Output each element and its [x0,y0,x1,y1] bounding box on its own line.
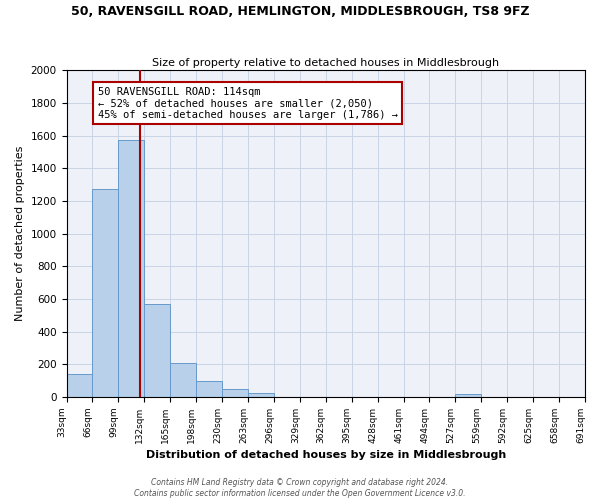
Text: 50, RAVENSGILL ROAD, HEMLINGTON, MIDDLESBROUGH, TS8 9FZ: 50, RAVENSGILL ROAD, HEMLINGTON, MIDDLES… [71,5,529,18]
Bar [455,394,481,397]
Bar [248,393,274,397]
Title: Size of property relative to detached houses in Middlesbrough: Size of property relative to detached ho… [152,58,499,68]
X-axis label: Distribution of detached houses by size in Middlesbrough: Distribution of detached houses by size … [146,450,506,460]
Bar [222,389,248,397]
Bar [144,304,170,397]
Bar [92,190,118,397]
Bar [170,362,196,397]
Text: Contains HM Land Registry data © Crown copyright and database right 2024.
Contai: Contains HM Land Registry data © Crown c… [134,478,466,498]
Y-axis label: Number of detached properties: Number of detached properties [15,146,25,322]
Text: 50 RAVENSGILL ROAD: 114sqm
← 52% of detached houses are smaller (2,050)
45% of s: 50 RAVENSGILL ROAD: 114sqm ← 52% of deta… [98,86,398,120]
Bar [196,382,222,397]
Bar [118,140,144,397]
Bar [67,374,92,397]
